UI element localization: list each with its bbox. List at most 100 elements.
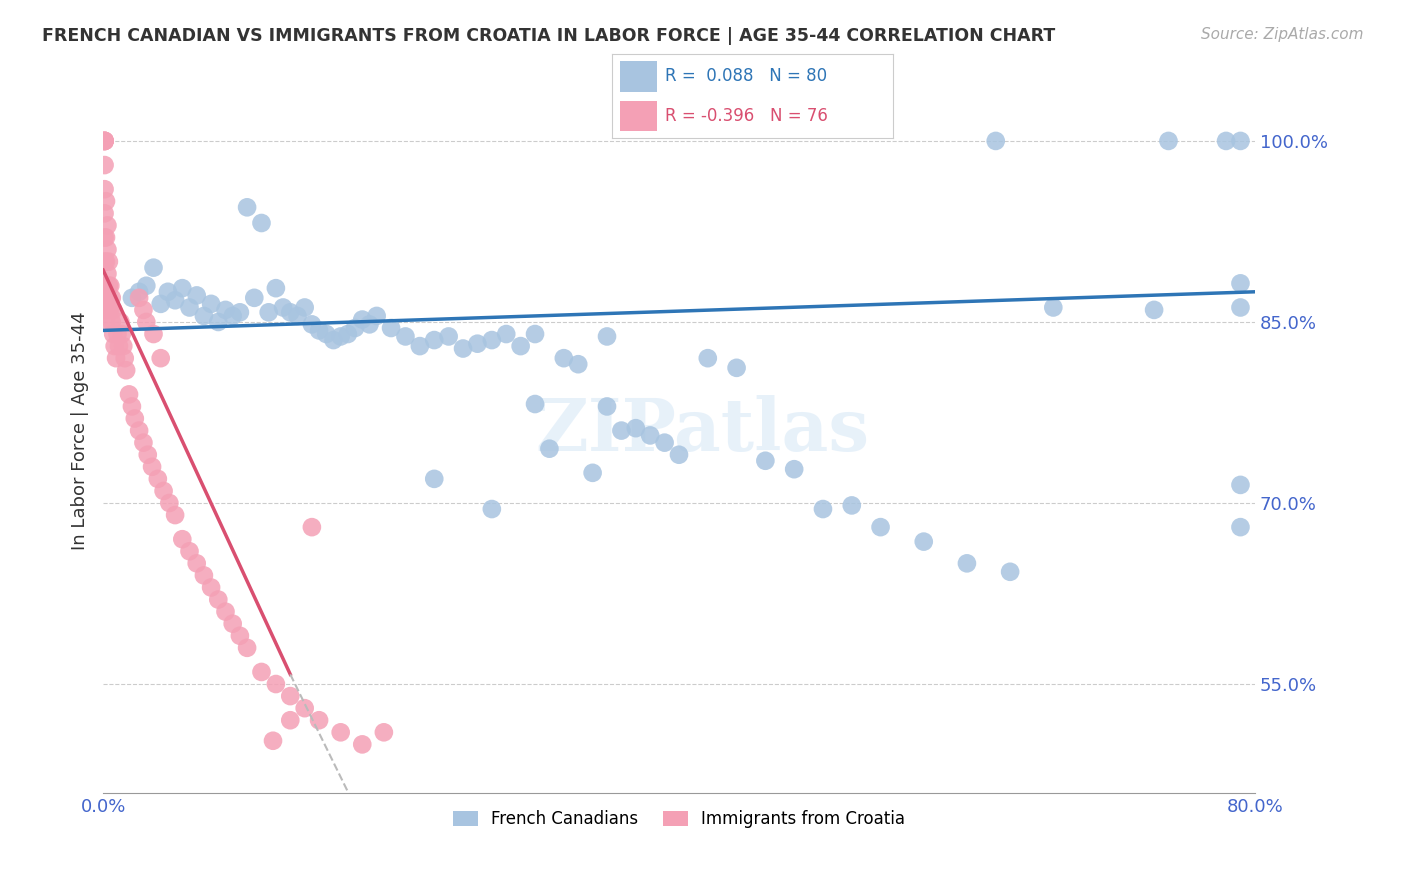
Point (132, 435, 155, 450)
Point (112, 339, 135, 353)
Point (262, 733, 284, 747)
Point (624, 421, 647, 435)
Y-axis label: In Labor Force | Age 35-44: In Labor Force | Age 35-44 (72, 311, 89, 549)
Point (128, 285, 150, 299)
Point (172, 532, 194, 546)
Point (783, 462, 806, 476)
Point (423, 333, 446, 347)
Point (1042, 301, 1064, 315)
Point (146, 472, 169, 486)
Point (278, 305, 301, 319)
Point (596, 329, 619, 343)
Point (998, 565, 1021, 579)
Point (128, 424, 150, 438)
Text: R = -0.396   N = 76: R = -0.396 N = 76 (665, 107, 828, 125)
Point (142, 260, 165, 275)
Point (301, 318, 323, 332)
Point (322, 333, 344, 347)
Point (94, 254, 117, 268)
Point (250, 665, 273, 679)
Point (294, 701, 316, 715)
Point (222, 616, 245, 631)
Point (96, 219, 118, 233)
Point (93, 302, 115, 317)
Point (157, 496, 180, 510)
FancyBboxPatch shape (620, 62, 657, 92)
Point (96, 267, 118, 281)
Point (207, 315, 229, 329)
Point (308, 323, 330, 337)
Point (754, 454, 776, 468)
Point (596, 400, 619, 414)
Point (315, 326, 337, 341)
Point (115, 363, 138, 377)
Point (495, 326, 517, 341)
Point (121, 400, 143, 414)
Point (94, 315, 117, 329)
Point (366, 309, 388, 323)
Point (94, 291, 117, 305)
Point (214, 302, 236, 317)
Point (696, 351, 718, 366)
Point (149, 351, 172, 366)
Point (124, 411, 146, 425)
Point (132, 302, 155, 317)
Text: FRENCH CANADIAN VS IMMIGRANTS FROM CROATIA IN LABOR FORCE | AGE 35-44 CORRELATIO: FRENCH CANADIAN VS IMMIGRANTS FROM CROAT… (42, 27, 1056, 45)
Point (380, 321, 402, 335)
Point (394, 329, 416, 343)
Point (308, 713, 330, 727)
FancyBboxPatch shape (620, 101, 657, 131)
Point (229, 305, 252, 319)
Point (200, 581, 222, 595)
Point (344, 321, 367, 335)
Point (108, 339, 131, 353)
Point (257, 305, 280, 319)
Point (93, 254, 115, 268)
Point (811, 502, 834, 516)
Point (359, 318, 381, 332)
Point (912, 534, 935, 549)
Point (236, 200, 259, 214)
Point (352, 312, 374, 326)
Point (869, 520, 891, 534)
Point (121, 291, 143, 305)
Point (118, 387, 141, 401)
Point (149, 297, 172, 311)
Point (352, 738, 374, 752)
Point (1215, 134, 1237, 148)
Point (97, 278, 120, 293)
Text: Source: ZipAtlas.com: Source: ZipAtlas.com (1201, 27, 1364, 42)
Point (193, 309, 215, 323)
Point (98, 278, 121, 293)
Point (467, 336, 489, 351)
Point (165, 293, 187, 308)
Point (103, 326, 125, 341)
Point (423, 472, 446, 486)
Point (105, 351, 128, 366)
Point (104, 339, 127, 353)
Point (94, 194, 117, 209)
Point (97, 302, 120, 317)
Point (156, 285, 179, 299)
Point (610, 424, 633, 438)
Point (581, 466, 603, 480)
Point (250, 216, 273, 230)
Point (96, 291, 118, 305)
Point (93, 206, 115, 220)
Point (524, 326, 547, 341)
Point (841, 499, 863, 513)
Point (329, 329, 352, 343)
Point (179, 544, 201, 558)
Point (294, 301, 316, 315)
Point (186, 557, 208, 571)
Point (94, 230, 117, 244)
Point (100, 291, 122, 305)
Point (207, 592, 229, 607)
Point (481, 333, 503, 347)
Point (110, 315, 132, 329)
Point (93, 134, 115, 148)
Point (553, 351, 575, 366)
Point (409, 339, 432, 353)
Point (668, 448, 690, 462)
Point (165, 508, 187, 522)
